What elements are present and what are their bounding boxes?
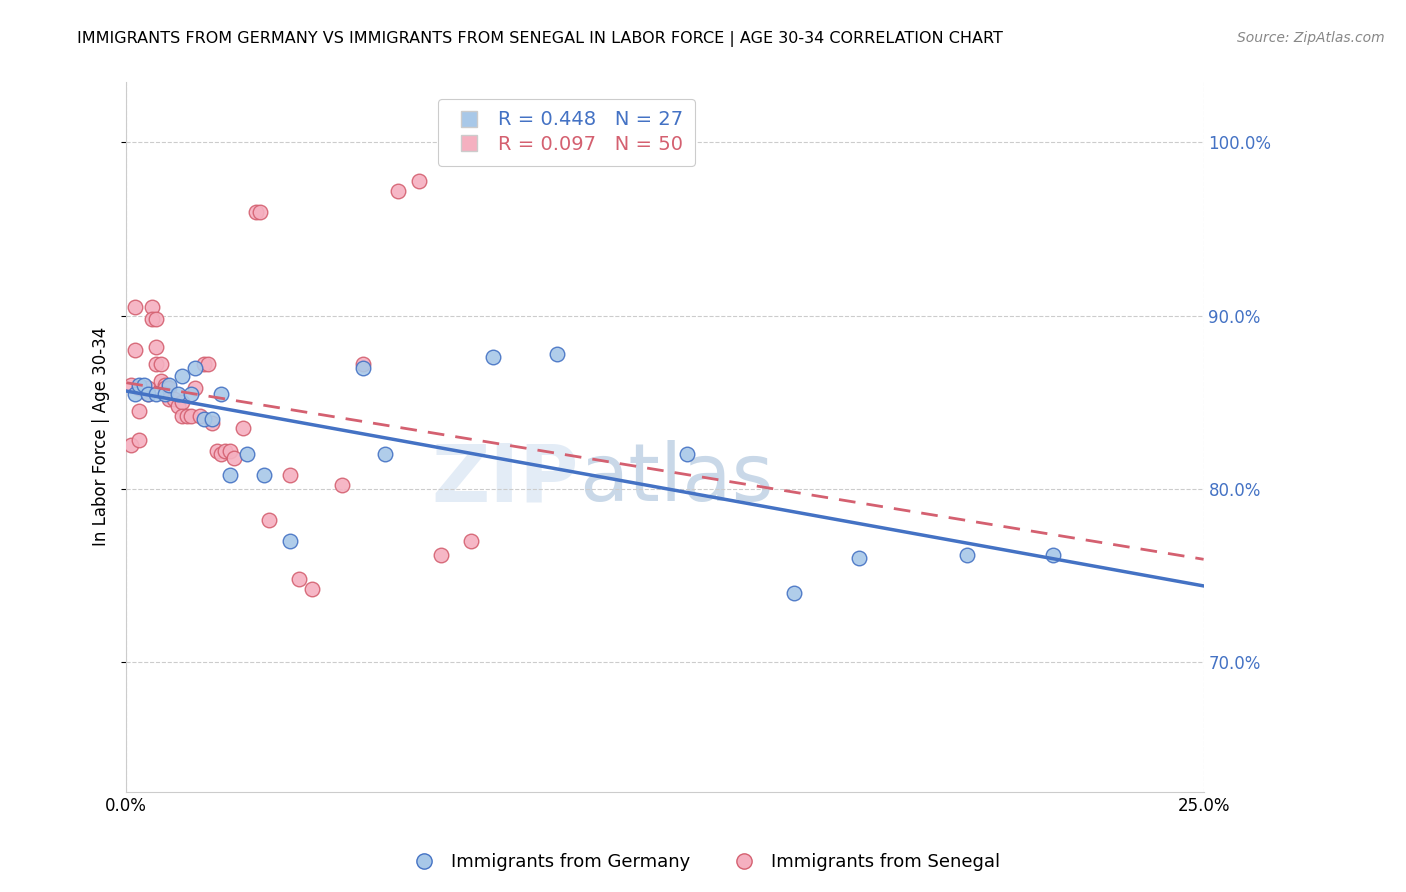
Point [132, 381, 155, 395]
Point [188, 409, 211, 423]
Point [387, 184, 409, 198]
Point [128, 381, 150, 395]
Point [124, 386, 146, 401]
Point [675, 447, 697, 461]
Point [848, 551, 870, 566]
Text: IMMIGRANTS FROM GERMANY VS IMMIGRANTS FROM SENEGAL IN LABOR FORCE | AGE 30-34 CO: IMMIGRANTS FROM GERMANY VS IMMIGRANTS FR… [77, 31, 1004, 47]
Point [157, 392, 180, 406]
Point [172, 409, 194, 423]
Legend: Immigrants from Germany, Immigrants from Senegal: Immigrants from Germany, Immigrants from… [398, 847, 1008, 879]
Point [132, 377, 155, 392]
Point [201, 412, 224, 426]
Point [209, 447, 232, 461]
Point [546, 347, 568, 361]
Point [167, 386, 190, 401]
Point [149, 375, 172, 389]
Point [193, 357, 215, 371]
Point [955, 548, 977, 562]
Point [278, 467, 301, 482]
Point [352, 357, 374, 371]
Point [218, 443, 240, 458]
Point [184, 381, 207, 395]
Point [287, 572, 309, 586]
Point [1042, 548, 1064, 562]
Text: Source: ZipAtlas.com: Source: ZipAtlas.com [1237, 31, 1385, 45]
Point [180, 409, 202, 423]
Point [141, 312, 163, 326]
Point [128, 377, 150, 392]
Point [232, 421, 254, 435]
Point [128, 434, 150, 448]
Point [201, 416, 224, 430]
Point [330, 478, 353, 492]
Point [374, 447, 396, 461]
Point [301, 582, 323, 596]
Point [124, 343, 146, 358]
Point [145, 340, 167, 354]
Point [222, 450, 245, 465]
Point [163, 392, 186, 406]
Legend: R = 0.448   N = 27, R = 0.097   N = 50: R = 0.448 N = 27, R = 0.097 N = 50 [437, 99, 695, 166]
Point [245, 204, 267, 219]
Point [141, 300, 163, 314]
Point [236, 447, 259, 461]
Point [218, 467, 240, 482]
Point [149, 357, 172, 371]
Point [184, 360, 207, 375]
Point [136, 386, 159, 401]
Point [124, 300, 146, 314]
Y-axis label: In Labor Force | Age 30-34: In Labor Force | Age 30-34 [93, 327, 110, 547]
Text: ZIP: ZIP [432, 441, 579, 518]
Point [460, 533, 482, 548]
Point [481, 350, 503, 364]
Point [145, 386, 167, 401]
Text: atlas: atlas [579, 441, 773, 518]
Point [180, 386, 202, 401]
Point [136, 381, 159, 395]
Point [167, 399, 190, 413]
Point [120, 438, 142, 452]
Point [278, 533, 301, 548]
Point [176, 409, 198, 423]
Point [257, 513, 280, 527]
Point [209, 386, 232, 401]
Point [249, 204, 271, 219]
Point [193, 412, 215, 426]
Point [145, 357, 167, 371]
Point [120, 377, 142, 392]
Point [153, 377, 176, 392]
Point [205, 443, 228, 458]
Point [145, 312, 167, 326]
Point [136, 386, 159, 401]
Point [172, 369, 194, 384]
Point [408, 173, 430, 187]
Point [157, 381, 180, 395]
Point [197, 357, 219, 371]
Point [153, 381, 176, 395]
Point [253, 467, 276, 482]
Point [430, 548, 453, 562]
Point [153, 386, 176, 401]
Point [214, 443, 236, 458]
Point [352, 360, 374, 375]
Point [128, 404, 150, 418]
Point [172, 395, 194, 409]
Point [783, 585, 806, 599]
Point [157, 377, 180, 392]
